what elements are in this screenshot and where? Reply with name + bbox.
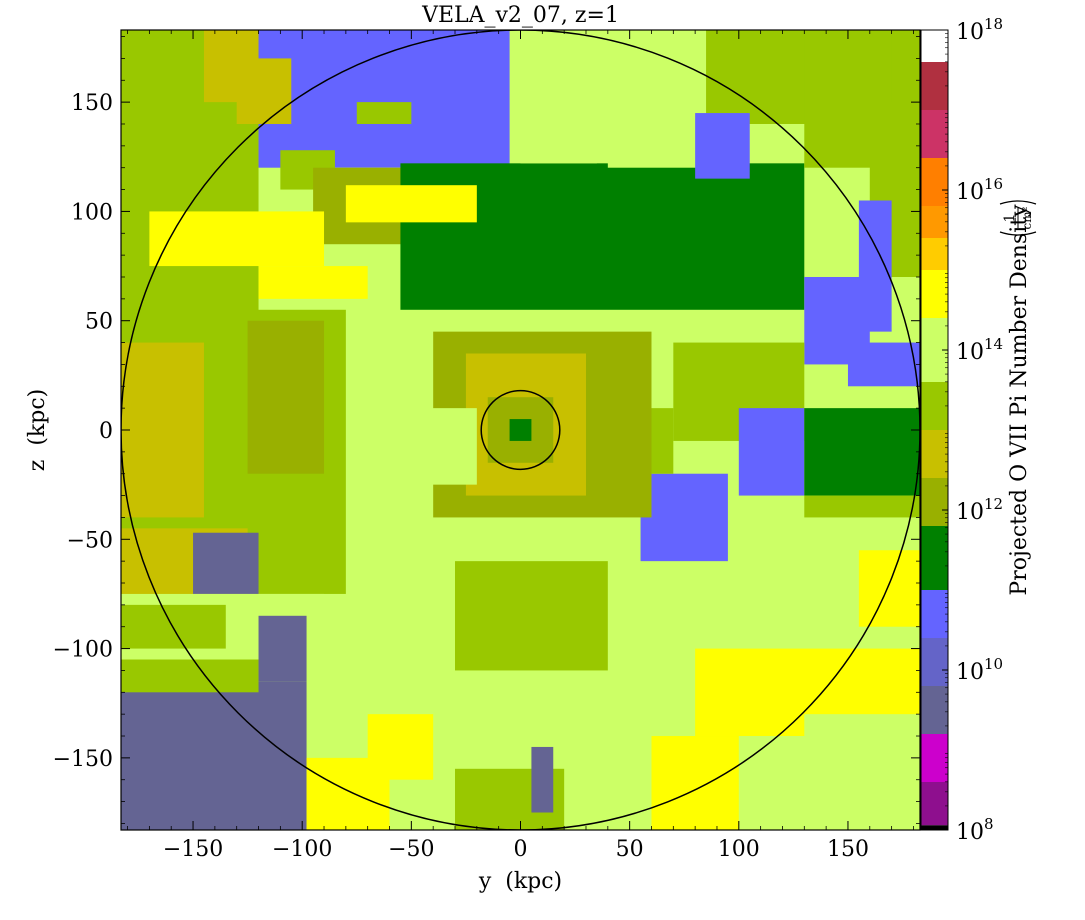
colorbar-level-14 xyxy=(921,158,948,206)
y-tick-label: 100 xyxy=(71,200,113,225)
density-region-34 xyxy=(258,615,307,682)
colorbar-tick-label: 108 xyxy=(956,815,994,845)
colorbar-level-15 xyxy=(921,110,948,158)
density-region-41 xyxy=(804,714,920,830)
colorbar-level-9 xyxy=(921,382,948,430)
colorbar-level-7 xyxy=(921,478,948,526)
colorbar-level-17 xyxy=(921,30,948,62)
density-region-26 xyxy=(121,342,204,518)
y-axis-label: z (kpc) xyxy=(25,389,50,471)
density-region-46 xyxy=(258,266,368,299)
colorbar-level-0 xyxy=(921,825,948,830)
colorbar-unit-left-paren xyxy=(999,231,1037,236)
density-region-11 xyxy=(607,30,707,168)
colorbar-frame xyxy=(920,29,949,831)
colorbar-label: Projected O VII Pi Number Density xyxy=(1007,204,1032,596)
x-tick-label: 100 xyxy=(718,837,760,862)
x-axis-label: y (kpc) xyxy=(478,869,562,894)
density-region-51 xyxy=(509,419,532,441)
y-axis: −150 −100 −50 0 50 100 150 xyxy=(53,36,920,824)
colorbar-unit: 1 cm² xyxy=(999,200,1037,236)
density-region-3 xyxy=(258,30,510,168)
density-region-18 xyxy=(847,342,920,387)
y-tick-label: 0 xyxy=(99,419,113,444)
colorbar-level-11 xyxy=(921,270,948,318)
colorbar-unit-right-paren xyxy=(999,200,1037,205)
colorbar-level-3 xyxy=(921,686,948,734)
x-axis: −150 −100 −50 0 50 100 150 xyxy=(127,30,914,862)
density-region-29 xyxy=(193,532,259,594)
y-tick-label: −150 xyxy=(53,747,113,772)
density-region-21 xyxy=(804,408,920,496)
colorbar-tick-label: 1014 xyxy=(956,335,1003,365)
density-region-49 xyxy=(389,408,477,485)
colorbar-tick-label: 1012 xyxy=(956,495,1003,525)
density-region-44 xyxy=(149,211,325,267)
y-tick-label: 150 xyxy=(71,91,113,116)
density-region-32 xyxy=(121,681,307,830)
colorbar xyxy=(920,29,949,831)
colorbar-level-8 xyxy=(921,430,948,478)
density-region-33 xyxy=(121,659,259,693)
colorbar-level-5 xyxy=(921,590,948,638)
density-region-43 xyxy=(455,561,608,671)
x-tick-label: 150 xyxy=(827,837,869,862)
density-region-39 xyxy=(651,736,739,830)
colorbar-level-4 xyxy=(921,638,948,686)
density-region-42 xyxy=(858,550,920,627)
x-tick-label: −50 xyxy=(388,837,434,862)
colorbar-level-1 xyxy=(921,782,948,826)
density-region-13 xyxy=(695,113,750,179)
density-region-20 xyxy=(738,408,805,496)
density-region-4 xyxy=(236,58,292,124)
colorbar-tick-label: 1010 xyxy=(956,655,1003,685)
x-tick-label: −100 xyxy=(272,837,332,862)
colorbar-level-16 xyxy=(921,62,948,110)
colorbar-level-6 xyxy=(921,526,948,590)
chart-title: VELA_v2_07, z=1 xyxy=(421,3,619,28)
colorbar-label-group: Projected O VII Pi Number Density 1 cm² xyxy=(999,200,1037,596)
x-tick-label: −150 xyxy=(163,837,223,862)
density-region-27 xyxy=(247,320,325,474)
density-region-23 xyxy=(640,473,728,562)
density-region-36 xyxy=(367,714,434,780)
density-region-5 xyxy=(356,102,412,124)
y-tick-label: 50 xyxy=(85,310,113,335)
density-region-10 xyxy=(520,30,597,164)
colorbar-unit-denominator: cm² xyxy=(1020,206,1034,229)
colorbar-level-13 xyxy=(921,206,948,238)
colorbar-tick-label: 1016 xyxy=(956,175,1003,205)
overlay-circles xyxy=(121,30,920,830)
density-region-22 xyxy=(804,495,920,518)
y-tick-label: −100 xyxy=(53,638,113,663)
colorbar-unit-numerator: 1 xyxy=(1002,214,1018,223)
density-image xyxy=(121,30,920,830)
colorbar-level-12 xyxy=(921,238,948,270)
x-tick-label: 50 xyxy=(616,837,644,862)
colorbar-tick-label: 1018 xyxy=(956,15,1003,45)
colorbar-ticks: 108 1010 1012 1014 1016 1018 xyxy=(942,15,1003,845)
y-tick-label: −50 xyxy=(67,528,113,553)
density-region-45 xyxy=(345,185,477,223)
x-tick-label: 0 xyxy=(514,837,528,862)
colorbar-level-2 xyxy=(921,734,948,782)
density-region-38 xyxy=(531,746,554,813)
inner-radius-circle xyxy=(480,389,561,471)
